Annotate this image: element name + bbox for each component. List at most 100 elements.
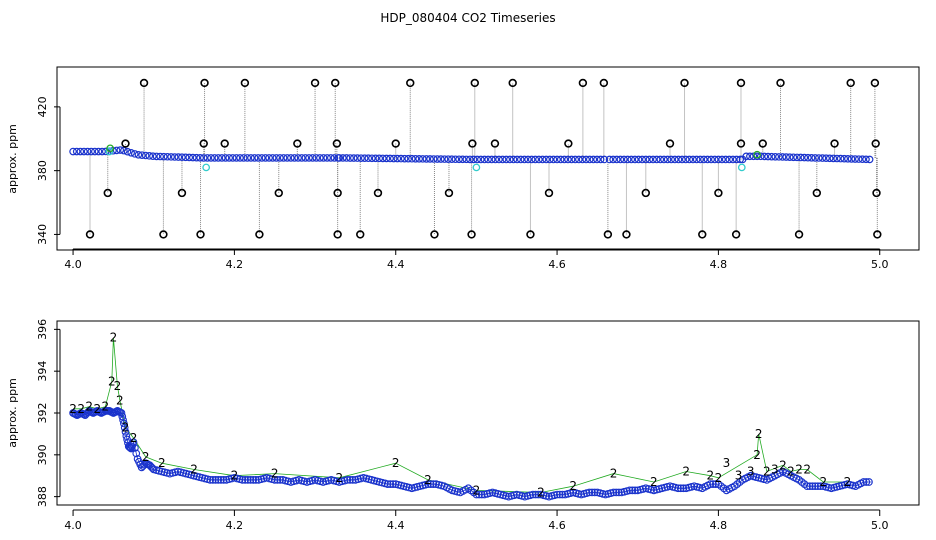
main-series-point bbox=[386, 154, 394, 163]
main-series-point bbox=[652, 155, 661, 164]
main-series-point bbox=[458, 155, 467, 164]
main-series-point bbox=[484, 155, 492, 164]
top-y-axis-label: approx. ppm bbox=[6, 124, 19, 194]
outlier-point bbox=[698, 230, 707, 239]
main-series-point bbox=[400, 154, 409, 163]
outlier-point bbox=[196, 230, 205, 239]
main-series-point bbox=[793, 153, 801, 162]
series-3-point bbox=[389, 480, 397, 488]
outlier-point bbox=[406, 78, 415, 88]
main-series-point bbox=[279, 154, 288, 162]
main-series-point bbox=[326, 154, 335, 162]
main-series-point bbox=[323, 154, 331, 162]
top-plot-marks bbox=[69, 78, 882, 239]
main-series-point bbox=[236, 154, 244, 162]
main-series-point bbox=[696, 155, 705, 164]
main-series-point bbox=[199, 154, 208, 162]
main-series-point bbox=[605, 155, 614, 164]
outlier-point bbox=[333, 188, 342, 198]
main-series-point bbox=[272, 154, 281, 162]
main-series-point bbox=[368, 154, 376, 163]
series-3-point bbox=[859, 478, 868, 486]
main-series-point bbox=[422, 155, 431, 163]
series-3-point bbox=[475, 490, 483, 499]
main-series-point bbox=[145, 152, 154, 160]
main-series-point bbox=[516, 155, 525, 164]
series-3-point bbox=[628, 486, 637, 495]
main-series-point bbox=[685, 155, 694, 164]
main-series-point bbox=[778, 153, 787, 161]
series-2-marker: 2 bbox=[844, 475, 852, 489]
main-series-point bbox=[858, 155, 867, 164]
main-series-point bbox=[339, 154, 347, 162]
outlier-point bbox=[641, 188, 650, 198]
series-2-marker: 2 bbox=[424, 473, 432, 487]
outlier-point bbox=[430, 230, 439, 239]
series-3-point bbox=[206, 476, 215, 484]
main-series-point bbox=[851, 155, 859, 163]
main-series-point bbox=[258, 154, 266, 162]
main-series-point bbox=[130, 150, 139, 158]
main-series-point bbox=[749, 152, 758, 161]
series-3-point bbox=[862, 478, 871, 486]
secondary-point bbox=[737, 163, 746, 172]
series-2-line bbox=[73, 337, 848, 493]
main-series-point bbox=[141, 151, 150, 160]
main-series-point bbox=[346, 154, 354, 162]
main-series-point bbox=[353, 154, 362, 162]
main-series-point bbox=[815, 154, 823, 162]
main-series-point bbox=[411, 154, 420, 163]
series-3-point bbox=[211, 476, 220, 484]
x-tick-label: 4.8 bbox=[710, 258, 728, 271]
main-series-point bbox=[638, 155, 646, 164]
main-series-point bbox=[829, 154, 838, 163]
outlier-point bbox=[240, 78, 250, 88]
main-series-point bbox=[276, 154, 284, 162]
series-2-marker: 2 bbox=[142, 450, 150, 464]
main-series-point bbox=[371, 154, 380, 163]
main-series-point bbox=[671, 155, 679, 164]
main-series-point bbox=[196, 154, 204, 162]
series-2-marker: 2 bbox=[231, 469, 239, 483]
tertiary-point bbox=[753, 150, 761, 159]
series-3-point bbox=[246, 476, 255, 484]
main-series-point bbox=[72, 147, 81, 156]
main-series-point bbox=[789, 153, 798, 162]
main-series-point bbox=[94, 147, 103, 156]
main-series-point bbox=[120, 146, 128, 155]
series-3-point bbox=[217, 476, 225, 484]
main-series-point bbox=[822, 154, 830, 162]
main-series-point bbox=[729, 155, 737, 164]
x-tick-label: 4.6 bbox=[548, 258, 566, 271]
main-series-point bbox=[487, 155, 496, 164]
outlier-point bbox=[714, 188, 723, 198]
series-2-marker: 2 bbox=[715, 471, 723, 485]
series-3-point bbox=[585, 488, 594, 497]
main-series-point bbox=[466, 155, 474, 164]
main-series-point bbox=[207, 154, 215, 162]
outlier-point bbox=[199, 139, 208, 148]
main-series-point bbox=[509, 155, 518, 164]
top-x-axis: 4.0 4.2 4.4 4.6 4.8 5.0 bbox=[64, 248, 888, 271]
main-series-point bbox=[756, 152, 765, 161]
top-y-axis: 340 380 420 bbox=[36, 96, 61, 245]
main-series-point bbox=[495, 155, 503, 164]
main-series-point bbox=[764, 152, 772, 161]
main-series-point bbox=[847, 155, 856, 163]
main-series-point bbox=[538, 155, 547, 164]
main-series-point bbox=[364, 154, 373, 163]
main-series-point bbox=[393, 154, 402, 163]
main-series-point bbox=[375, 154, 383, 163]
bottom-x-axis: 4.0 4.2 4.4 4.6 4.8 5.0 bbox=[64, 509, 888, 532]
outlier-point bbox=[812, 188, 822, 198]
series-3-point bbox=[615, 488, 623, 497]
series-3-point bbox=[243, 476, 252, 484]
top-plot-frame bbox=[56, 66, 920, 251]
chart-title: HDP_080404 CO2 Timeseries bbox=[380, 11, 555, 25]
y-tick-label: 390 bbox=[36, 444, 49, 465]
main-series-point bbox=[247, 154, 255, 162]
series-3-point bbox=[609, 488, 618, 497]
series-3-marker: 3 bbox=[771, 462, 779, 476]
main-series-point bbox=[149, 152, 157, 161]
